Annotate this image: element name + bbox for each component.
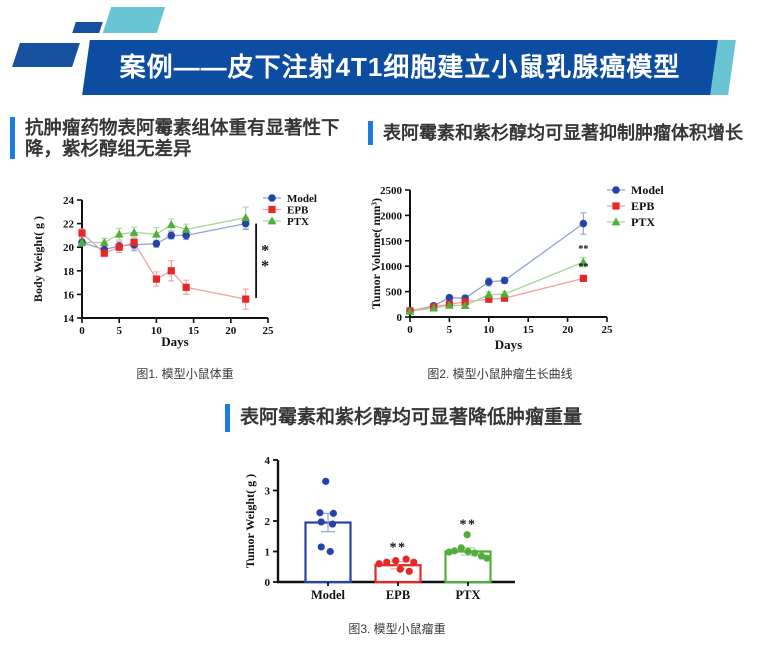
- svg-text:2000: 2000: [380, 210, 403, 222]
- accent-bar: [225, 404, 230, 432]
- svg-text:**: **: [578, 244, 588, 255]
- svg-text:20: 20: [562, 324, 574, 336]
- svg-text:1000: 1000: [380, 261, 403, 273]
- svg-text:Days: Days: [495, 337, 522, 352]
- svg-text:18: 18: [63, 266, 75, 278]
- svg-text:EPB: EPB: [287, 205, 309, 217]
- svg-text:25: 25: [602, 324, 614, 336]
- accent-bar: [368, 121, 373, 145]
- body-weight-line-chart: 14 16 18 20 22 24 0 5 10 15 20 25 Days Body Weight( g…: [31, 193, 317, 349]
- svg-text:Body Weight( g ): Body Weight( g ): [31, 216, 45, 302]
- section-header-body-weight: 抗肿瘤药物表阿霉素组体重有显著性下 降，紫杉醇组无差异: [10, 117, 362, 159]
- svg-text:PTX: PTX: [287, 216, 309, 228]
- svg-text:Days: Days: [161, 334, 188, 349]
- section-header-text: 抗肿瘤药物表阿霉素组体重有显著性下 降，紫杉醇组无差异: [25, 117, 340, 159]
- svg-text:20: 20: [225, 325, 237, 337]
- svg-text:Tumor Volume( mm³): Tumor Volume( mm³): [369, 198, 383, 309]
- svg-text:5: 5: [447, 324, 453, 336]
- page-title: 案例——皮下注射4T1细胞建立小鼠乳腺癌模型: [119, 52, 681, 82]
- svg-text:Model: Model: [311, 588, 346, 602]
- deco-left-blue-parallelogram: [12, 43, 80, 67]
- svg-text:20: 20: [63, 242, 75, 254]
- svg-text:EPB: EPB: [386, 588, 410, 602]
- svg-text:10: 10: [483, 324, 495, 336]
- svg-text:2: 2: [265, 516, 271, 528]
- svg-text:0: 0: [79, 325, 85, 337]
- tumor-volume-line-chart: 0 500 1000 1500 2000 2500 0 5 10 15 20 25 Days Tumor …: [369, 183, 664, 352]
- svg-text:500: 500: [386, 287, 403, 299]
- deco-small-blue-parallelogram: [72, 22, 103, 33]
- svg-text:2500: 2500: [380, 185, 403, 197]
- svg-text:**: **: [390, 541, 407, 556]
- svg-text:25: 25: [263, 325, 275, 337]
- svg-text:1: 1: [265, 547, 271, 559]
- section-header-text: 表阿霉素和紫杉醇均可显著降低肿瘤重量: [240, 407, 583, 428]
- svg-text:0: 0: [265, 577, 271, 589]
- svg-text:Tumor Weight( g ): Tumor Weight( g ): [243, 474, 257, 568]
- svg-text:0: 0: [407, 324, 413, 336]
- svg-text:22: 22: [63, 219, 75, 231]
- figure1-caption: 图1. 模型小鼠体重: [136, 367, 234, 381]
- svg-text:5: 5: [116, 325, 122, 337]
- svg-text:**: **: [578, 262, 588, 273]
- svg-text:14: 14: [63, 313, 75, 325]
- svg-text:**: **: [460, 518, 477, 533]
- svg-text:24: 24: [63, 195, 75, 207]
- tumor-weight-bar-chart: 0 1 2 3 4 Tumor Weight( g ) Model ** EPB ** PTX: [243, 455, 515, 602]
- svg-text:PTX: PTX: [456, 588, 481, 602]
- section-header-tumor-weight: 表阿霉素和紫杉醇均可显著降低肿瘤重量: [225, 404, 582, 432]
- svg-text:1500: 1500: [380, 236, 403, 248]
- svg-text:*: *: [261, 258, 269, 275]
- svg-text:Model: Model: [631, 183, 664, 197]
- svg-text:0: 0: [397, 312, 403, 324]
- svg-text:3: 3: [265, 486, 271, 498]
- svg-text:PTX: PTX: [631, 215, 655, 229]
- svg-text:EPB: EPB: [631, 199, 654, 213]
- svg-text:4: 4: [265, 455, 271, 467]
- section-header-tumor-volume: 表阿霉素和紫杉醇均可显著抑制肿瘤体积增长: [368, 121, 743, 145]
- figure3-caption: 图3. 模型小鼠瘤重: [348, 622, 446, 636]
- section-header-text: 表阿霉素和紫杉醇均可显著抑制肿瘤体积增长: [383, 123, 743, 143]
- deco-teal-parallelogram: [102, 7, 166, 33]
- svg-text:16: 16: [63, 289, 75, 301]
- svg-text:15: 15: [523, 324, 535, 336]
- svg-text:Model: Model: [287, 193, 317, 205]
- figure2-caption: 图2. 模型小鼠肿瘤生长曲线: [427, 367, 573, 381]
- svg-text:15: 15: [188, 325, 200, 337]
- accent-bar: [10, 117, 15, 159]
- svg-text:*: *: [261, 243, 269, 260]
- svg-text:10: 10: [151, 325, 163, 337]
